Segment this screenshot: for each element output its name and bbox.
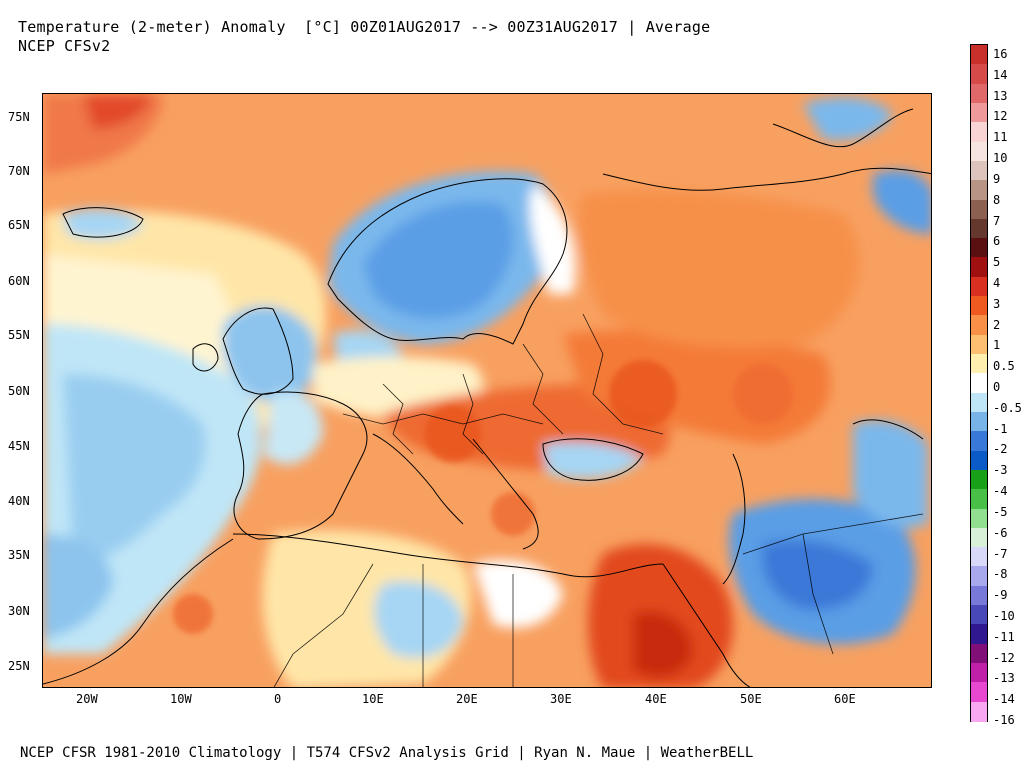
colorbar-label: 5 xyxy=(993,255,1001,270)
colorbar-swatch xyxy=(971,141,987,162)
colorbar-swatch xyxy=(971,64,987,85)
colorbar-label: -14 xyxy=(993,692,1015,707)
colorbar-label: -9 xyxy=(993,588,1008,603)
colorbar-swatch xyxy=(971,373,987,394)
colorbar-label: -3 xyxy=(993,463,1008,478)
colorbar-swatch xyxy=(971,83,987,104)
map-title: Temperature (2-meter) Anomaly [°C] 00Z01… xyxy=(18,18,711,36)
colorbar-swatch xyxy=(971,469,987,490)
colorbar-label: 9 xyxy=(993,171,1001,186)
lat-tick-label: 35N xyxy=(8,548,30,562)
lon-tick-label: 60E xyxy=(834,692,856,706)
colorbar-label: 6 xyxy=(993,234,1001,249)
lon-tick-label: 30E xyxy=(550,692,572,706)
colorbar-swatch xyxy=(971,45,987,65)
colorbar xyxy=(970,44,988,722)
colorbar-label: -6 xyxy=(993,525,1008,540)
lon-tick-label: 20E xyxy=(456,692,478,706)
colorbar-swatch xyxy=(971,605,987,626)
colorbar-label: 0 xyxy=(993,380,1001,394)
colorbar-label: 16 xyxy=(993,47,1008,61)
colorbar-label: -10 xyxy=(993,608,1015,623)
colorbar-swatch xyxy=(971,527,987,548)
colorbar-swatch xyxy=(971,180,987,201)
lat-tick-label: 30N xyxy=(8,604,30,618)
colorbar-label: -13 xyxy=(993,671,1015,686)
colorbar-swatch xyxy=(971,624,987,645)
colorbar-label: 7 xyxy=(993,213,1001,228)
lon-tick-label: 40E xyxy=(645,692,667,706)
colorbar-label: 13 xyxy=(993,88,1008,103)
lat-tick-label: 70N xyxy=(8,164,30,178)
colorbar-label: -2 xyxy=(993,442,1008,457)
colorbar-swatch xyxy=(971,431,987,452)
colorbar-swatch xyxy=(971,566,987,587)
colorbar-label: 4 xyxy=(993,275,1001,290)
colorbar-label: -16 xyxy=(993,713,1015,727)
colorbar-swatch xyxy=(971,238,987,259)
anomaly-map xyxy=(42,93,932,688)
lon-tick-label: 10E xyxy=(362,692,384,706)
colorbar-label: -5 xyxy=(993,504,1008,519)
colorbar-swatch xyxy=(971,508,987,529)
colorbar-swatch xyxy=(971,122,987,143)
colorbar-swatch xyxy=(971,547,987,568)
colorbar-swatch xyxy=(971,160,987,181)
colorbar-label: -11 xyxy=(993,629,1015,644)
colorbar-swatch xyxy=(971,334,987,355)
colorbar-swatch xyxy=(971,257,987,278)
colorbar-label: 1 xyxy=(993,338,1001,353)
colorbar-swatch xyxy=(971,682,987,703)
colorbar-swatch xyxy=(971,199,987,220)
colorbar-label: -4 xyxy=(993,484,1008,499)
colorbar-swatch xyxy=(971,218,987,239)
map-footer: NCEP CFSR 1981-2010 Climatology | T574 C… xyxy=(20,745,754,761)
colorbar-label: -0.5 xyxy=(993,400,1022,415)
lon-tick-label: 20W xyxy=(76,692,98,706)
lon-tick-label: 10W xyxy=(170,692,192,706)
colorbar-label: -7 xyxy=(993,546,1008,561)
colorbar-swatch xyxy=(971,296,987,316)
lat-tick-label: 50N xyxy=(8,384,30,398)
colorbar-swatch xyxy=(971,489,987,510)
anomaly-map-canvas xyxy=(43,94,931,687)
colorbar-label: -1 xyxy=(993,421,1008,436)
colorbar-swatch xyxy=(971,392,987,413)
colorbar-label: 12 xyxy=(993,109,1008,124)
map-subtitle: NCEP CFSv2 xyxy=(18,37,111,55)
lat-tick-label: 45N xyxy=(8,439,30,453)
colorbar-label: 14 xyxy=(993,67,1008,82)
lat-tick-label: 25N xyxy=(8,659,30,673)
colorbar-swatch xyxy=(971,276,987,297)
lon-tick-label: 50E xyxy=(740,692,762,706)
colorbar-label: 11 xyxy=(993,130,1008,145)
lat-tick-label: 55N xyxy=(8,328,30,342)
colorbar-label: 0.5 xyxy=(993,359,1015,374)
lat-tick-label: 75N xyxy=(8,110,30,124)
colorbar-swatch xyxy=(971,663,987,683)
lon-tick-label: 0 xyxy=(274,692,282,706)
colorbar-label: -12 xyxy=(993,650,1015,665)
colorbar-swatch xyxy=(971,315,987,336)
colorbar-swatch xyxy=(971,701,987,722)
colorbar-label: -8 xyxy=(993,567,1008,582)
colorbar-label: 10 xyxy=(993,151,1008,166)
colorbar-label: 3 xyxy=(993,296,1001,311)
colorbar-swatch xyxy=(971,411,987,432)
lat-tick-label: 40N xyxy=(8,494,30,508)
colorbar-swatch xyxy=(971,585,987,606)
colorbar-label: 8 xyxy=(993,192,1001,207)
colorbar-swatch xyxy=(971,643,987,664)
colorbar-swatch xyxy=(971,450,987,471)
colorbar-label: 2 xyxy=(993,317,1001,332)
colorbar-swatch xyxy=(971,102,987,123)
lat-tick-label: 65N xyxy=(8,218,30,232)
colorbar-swatch xyxy=(971,354,987,374)
lat-tick-label: 60N xyxy=(8,274,30,288)
